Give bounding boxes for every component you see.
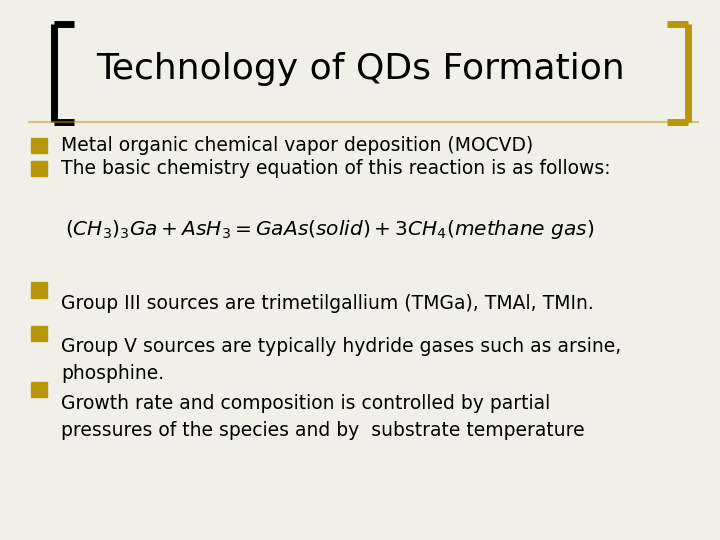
Text: $(CH_3)_3Ga + AsH_3 = GaAs(solid) + 3CH_4(methane\ gas)$: $(CH_3)_3Ga + AsH_3 = GaAs(solid) + 3CH_… [65, 218, 594, 241]
Bar [31, 138, 47, 153]
Text: Group III sources are trimetilgallium (TMGa), TMAl, TMIn.: Group III sources are trimetilgallium (T… [61, 294, 594, 313]
Text: Group V sources are typically hydride gases such as arsine,
phosphine.: Group V sources are typically hydride ga… [61, 338, 621, 383]
Bar [31, 382, 47, 397]
Text: The basic chemistry equation of this reaction is as follows:: The basic chemistry equation of this rea… [61, 159, 611, 178]
Bar [31, 282, 47, 298]
Text: Technology of QDs Formation: Technology of QDs Formation [96, 52, 624, 85]
Bar [31, 161, 47, 176]
Text: Growth rate and composition is controlled by partial
pressures of the species an: Growth rate and composition is controlle… [61, 394, 585, 440]
Bar [31, 326, 47, 341]
Text: Metal organic chemical vapor deposition (MOCVD): Metal organic chemical vapor deposition … [61, 136, 534, 156]
